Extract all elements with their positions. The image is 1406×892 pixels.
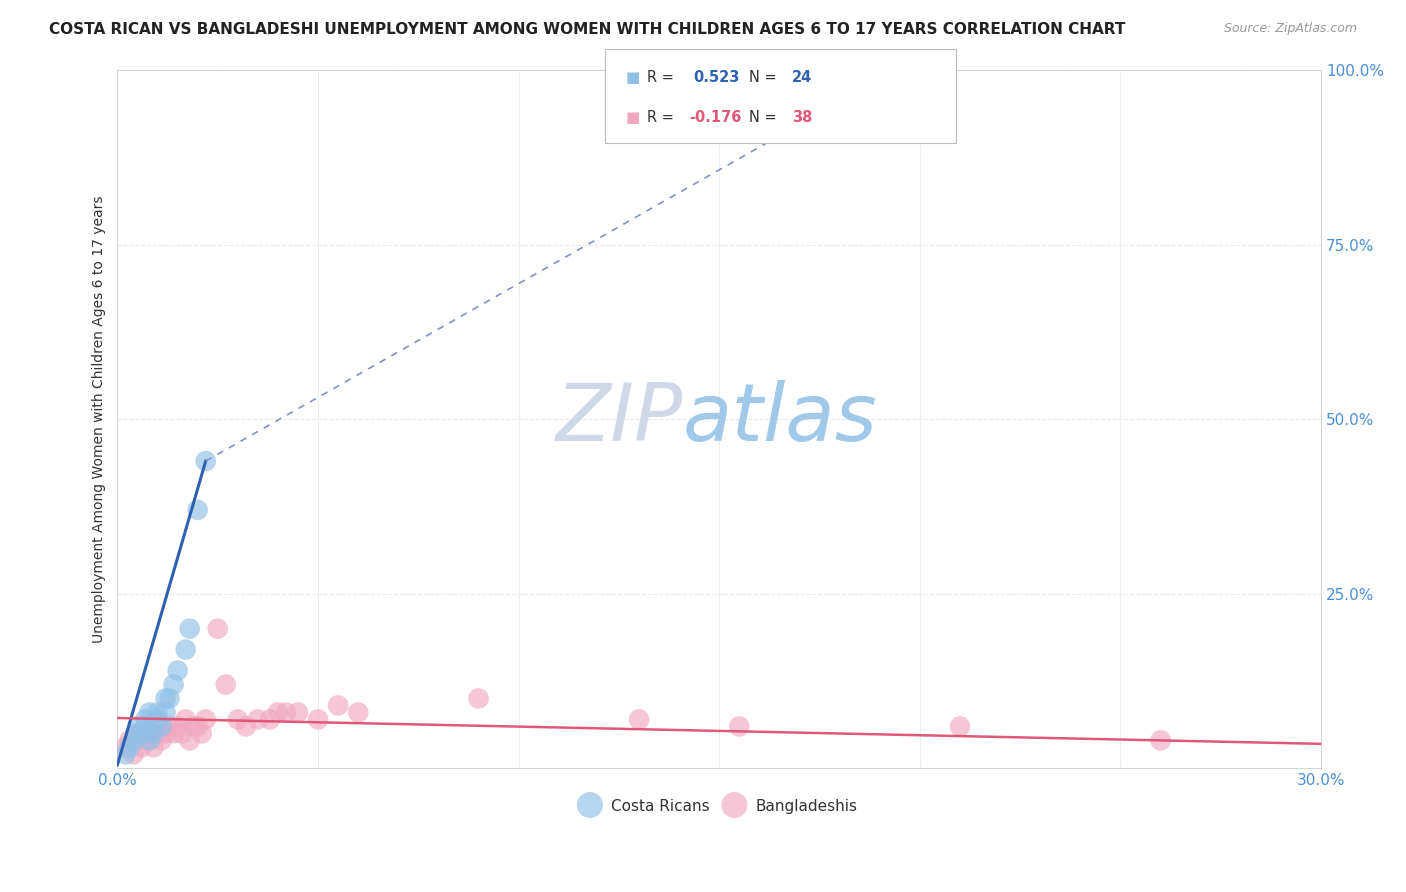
Text: ■: ■ [626,70,640,85]
Point [190,726,212,740]
Point [118,740,141,755]
Point [467,691,489,706]
Point [138,726,160,740]
Point [146,706,169,720]
Point [207,622,229,636]
Point [215,677,238,691]
Point [226,713,249,727]
Point [146,713,169,727]
Point [127,726,149,740]
Point [274,706,297,720]
Point [768,80,790,95]
Point [187,503,209,517]
Text: ZIP: ZIP [555,380,683,458]
Point [135,719,157,733]
Point [162,677,184,691]
Point [155,706,177,720]
Point [135,733,157,747]
Point [150,733,173,747]
Point [287,706,309,720]
Text: atlas: atlas [683,380,877,458]
Point [150,719,173,733]
Point [1149,733,1171,747]
Text: R =: R = [647,110,678,125]
Point [127,719,149,733]
Point [122,733,145,747]
Text: COSTA RICAN VS BANGLADESHI UNEMPLOYMENT AMONG WOMEN WITH CHILDREN AGES 6 TO 17 Y: COSTA RICAN VS BANGLADESHI UNEMPLOYMENT … [49,22,1126,37]
Text: 0.523: 0.523 [693,70,740,85]
Legend: Costa Ricans, Bangladeshis: Costa Ricans, Bangladeshis [575,792,863,820]
Point [179,733,201,747]
Y-axis label: Unemployment Among Women with Children Ages 6 to 17 years: Unemployment Among Women with Children A… [93,195,107,643]
Point [628,713,651,727]
Point [194,713,217,727]
Point [146,726,169,740]
Point [159,719,181,733]
Point [114,740,136,755]
Point [118,733,141,747]
Point [326,698,349,713]
Point [162,726,184,740]
Point [122,747,145,762]
Text: 24: 24 [792,70,811,85]
Text: N =: N = [749,70,782,85]
Point [142,740,165,755]
Point [307,713,329,727]
Point [347,706,370,720]
Text: 38: 38 [792,110,811,125]
Point [135,713,157,727]
Point [174,642,197,657]
Text: ■: ■ [626,110,640,125]
Point [179,622,201,636]
Point [174,713,197,727]
Point [187,719,209,733]
Point [159,691,181,706]
Point [170,726,193,740]
Point [949,719,972,733]
Point [194,454,217,468]
Point [183,719,205,733]
Point [138,733,160,747]
Text: -0.176: -0.176 [689,110,741,125]
Point [127,726,149,740]
Point [131,726,153,740]
Point [166,719,188,733]
Point [155,691,177,706]
Point [138,706,160,720]
Point [728,719,751,733]
Point [142,726,165,740]
Text: R =: R = [647,70,678,85]
Text: N =: N = [749,110,782,125]
Point [235,719,257,733]
Point [246,713,269,727]
Point [155,726,177,740]
Point [131,740,153,755]
Point [259,713,281,727]
Point [267,706,290,720]
Point [166,664,188,678]
Point [114,747,136,762]
Text: Source: ZipAtlas.com: Source: ZipAtlas.com [1223,22,1357,36]
